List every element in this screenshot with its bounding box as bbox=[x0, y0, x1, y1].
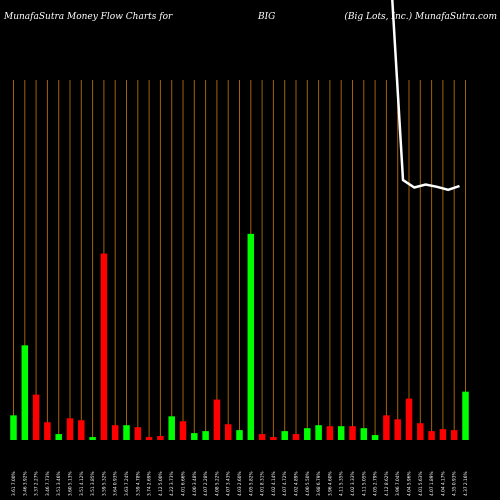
x-tick-label: 3.51 4.12% bbox=[79, 471, 85, 496]
x-tick-label: 4.01 5.63% bbox=[418, 471, 424, 496]
chart-title-left: MunafaSutra Money Flow Charts for bbox=[4, 12, 173, 22]
price-line bbox=[391, 0, 460, 192]
x-tick-label: 4.07 2.28% bbox=[203, 471, 209, 496]
x-tick-label: 4.07 4.72% bbox=[282, 471, 288, 496]
bar bbox=[281, 431, 288, 440]
x-tick-label: 4.02 3.33% bbox=[350, 471, 356, 496]
bar bbox=[111, 425, 119, 440]
x-tick-label: 4.11 5.05% bbox=[361, 471, 367, 496]
x-tick-label: 4.22 3.73% bbox=[169, 471, 175, 496]
bar bbox=[258, 434, 266, 440]
bar bbox=[89, 437, 96, 440]
bar bbox=[100, 253, 108, 440]
bar bbox=[78, 420, 85, 440]
x-tick-label: 4.03 2.60% bbox=[237, 471, 243, 496]
x-tick-label: 4.05 2.79% bbox=[373, 471, 379, 496]
bar bbox=[349, 426, 356, 440]
x-tick-label: 4.02 4.14% bbox=[271, 471, 277, 496]
bars-group bbox=[10, 233, 469, 440]
x-tick-label: 3.74 2.69% bbox=[147, 471, 153, 496]
x-tick-label: 4.35 0.93% bbox=[452, 471, 458, 496]
x-tick-label: 4.05 5.82% bbox=[248, 471, 254, 496]
x-tick-label: 4.07 1.89% bbox=[429, 471, 435, 496]
bar bbox=[123, 425, 130, 440]
x-tick-label: 3.51 3.46% bbox=[56, 471, 62, 496]
x-tick-label: 4.00 3.48% bbox=[192, 471, 198, 496]
bar bbox=[21, 345, 29, 440]
bar bbox=[270, 437, 277, 440]
x-tick-label: 4.08 5.22% bbox=[214, 471, 220, 496]
chart-title-ticker: BIG bbox=[258, 12, 276, 22]
x-tick-label: 4.00 5.50% bbox=[305, 471, 311, 496]
bar bbox=[428, 431, 435, 440]
bar bbox=[315, 425, 322, 440]
bar bbox=[55, 434, 62, 440]
bar bbox=[405, 398, 413, 440]
x-tick-label: 4.12 5.00% bbox=[158, 471, 164, 496]
bar bbox=[66, 418, 74, 440]
x-tick-label: 4.07 3.43% bbox=[226, 471, 232, 496]
bar bbox=[304, 428, 311, 440]
bar bbox=[134, 427, 142, 440]
bar bbox=[157, 436, 164, 440]
bar bbox=[32, 394, 40, 440]
bar bbox=[292, 434, 300, 440]
chart-title-right: (Big Lots, Inc.) MunafaSutra.com bbox=[344, 12, 497, 22]
x-tick-label: 3.59 4.78% bbox=[135, 471, 141, 496]
bar bbox=[360, 428, 368, 440]
x-tick-label: 3.46 7.73% bbox=[45, 471, 51, 496]
x-tick-label: 3.63 7.24% bbox=[124, 471, 130, 496]
x-tick-label: 4.01 6.66% bbox=[181, 471, 187, 496]
bar bbox=[44, 422, 51, 440]
x-tick-label: 3.59 5.32% bbox=[101, 471, 107, 496]
x-tick-label: 3.46 3.92% bbox=[22, 471, 28, 496]
bar bbox=[462, 391, 469, 440]
x-tick-label: 3.96 4.60% bbox=[327, 471, 333, 496]
bar bbox=[439, 429, 447, 440]
bar bbox=[145, 437, 153, 440]
bar bbox=[168, 416, 175, 440]
bar bbox=[383, 415, 390, 440]
x-tick-labels: 3.61 7.00% 3.46 3.92% 3.37 2.27% 3.46 7.73%… bbox=[11, 471, 469, 496]
x-tick-label: 4.02 4.89% bbox=[294, 471, 300, 496]
bar bbox=[337, 426, 345, 440]
bar bbox=[224, 424, 232, 440]
x-tick-label: 4.04 5.96% bbox=[407, 471, 413, 496]
x-tick-label: 3.98 6.79% bbox=[316, 471, 322, 496]
x-tick-label: 3.61 7.00% bbox=[11, 471, 17, 496]
bar bbox=[326, 426, 334, 440]
x-tick-label: 3.37 2.27% bbox=[34, 471, 40, 496]
bar bbox=[179, 421, 187, 440]
bar bbox=[450, 430, 458, 440]
bar bbox=[371, 435, 379, 440]
x-tick-label: 3.64 0.93% bbox=[113, 471, 119, 496]
x-tick-label: 3.51 3.85% bbox=[90, 471, 96, 496]
x-tick-label: 4.11 5.35% bbox=[339, 471, 345, 496]
bar bbox=[191, 433, 198, 440]
x-tick-label: 3.96 7.04% bbox=[395, 471, 401, 496]
x-tick-label: 3.60 5.13% bbox=[68, 471, 74, 496]
bar bbox=[394, 419, 401, 440]
bar bbox=[236, 430, 243, 440]
bar bbox=[247, 233, 255, 440]
x-tick-label: 4.12 8.62% bbox=[384, 471, 390, 496]
bar bbox=[10, 415, 17, 440]
bar bbox=[417, 423, 424, 440]
bar bbox=[213, 399, 221, 440]
x-tick-label: 4.04 4.17% bbox=[440, 471, 446, 496]
grid-lines bbox=[13, 80, 466, 440]
x-tick-label: 4.37 2.16% bbox=[463, 471, 469, 496]
x-tick-label: 4.01 8.31% bbox=[260, 471, 266, 496]
bar bbox=[202, 431, 209, 440]
